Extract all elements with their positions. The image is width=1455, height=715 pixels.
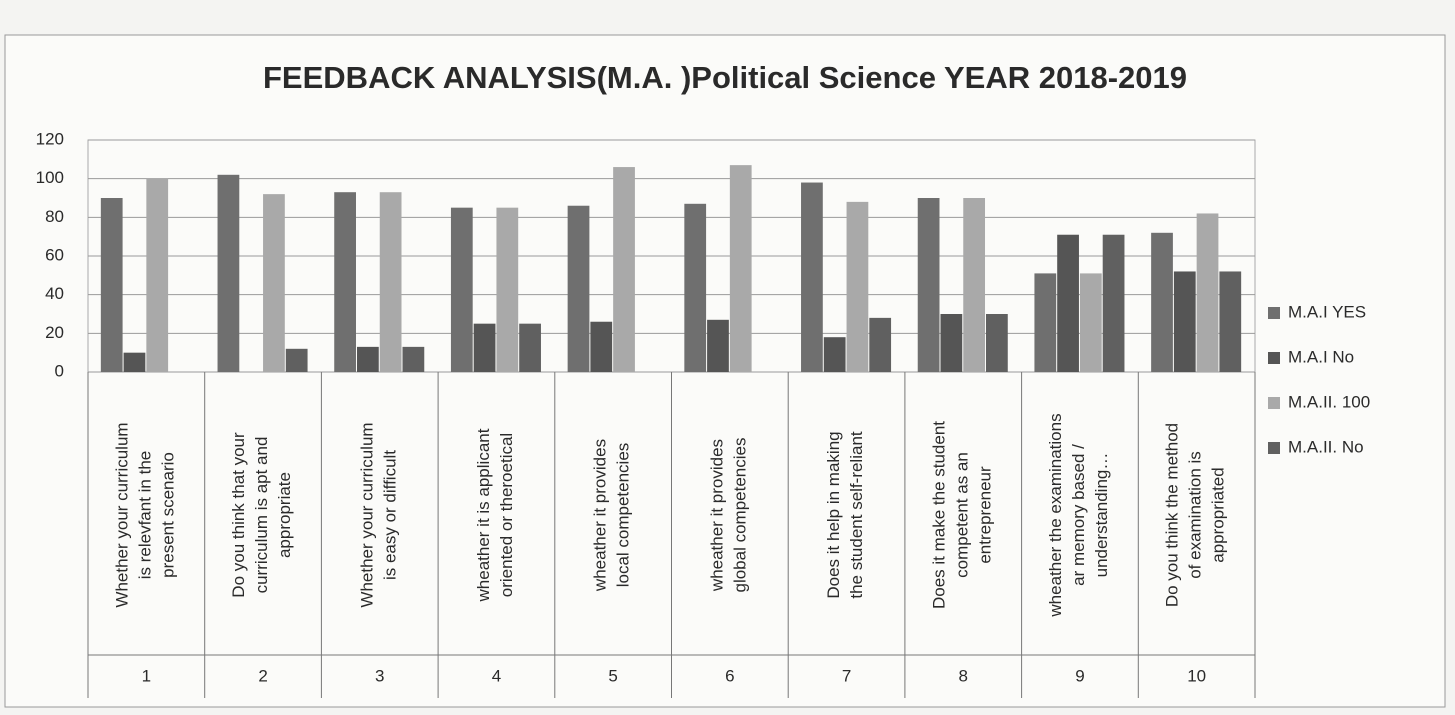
category-group-label: 6 xyxy=(725,666,734,685)
bar xyxy=(263,194,285,372)
x-tick-label: Whether your curriculum is relevfant in t… xyxy=(113,422,178,607)
bar xyxy=(801,182,823,372)
x-tick-label: Does it help in making the student self-r… xyxy=(825,431,867,599)
bar xyxy=(846,201,869,372)
bar xyxy=(707,319,729,372)
legend-label: M.A.II. 100 xyxy=(1288,392,1370,411)
x-tick-label: Whether your curriculum is easy or diffic… xyxy=(358,422,400,607)
bar xyxy=(1057,234,1079,372)
bar xyxy=(590,321,613,372)
y-tick-label: 0 xyxy=(55,361,64,380)
legend-swatch xyxy=(1268,397,1280,409)
legend-swatch xyxy=(1268,442,1280,454)
x-tick-label: wheather it is applicant oriented or ther… xyxy=(474,428,516,602)
bar xyxy=(963,198,986,372)
bar xyxy=(1196,213,1219,372)
bar xyxy=(123,352,146,372)
legend-label: M.A.II. No xyxy=(1288,437,1364,456)
y-tick-label: 60 xyxy=(45,245,64,264)
x-tick-label: Do you think the method of examination is… xyxy=(1163,423,1228,607)
bar xyxy=(729,165,752,372)
bar xyxy=(1079,273,1102,372)
bar xyxy=(1102,234,1125,372)
bar xyxy=(146,178,169,372)
legend-label: M.A.I YES xyxy=(1288,302,1366,321)
bar xyxy=(379,192,402,372)
category-group-label: 1 xyxy=(142,666,151,685)
bar xyxy=(356,346,379,372)
bar xyxy=(823,337,846,372)
bar xyxy=(917,198,940,372)
y-tick-label: 100 xyxy=(36,168,64,187)
bar xyxy=(217,174,240,372)
bar xyxy=(496,207,519,372)
bar xyxy=(567,205,590,372)
category-group-label: 8 xyxy=(959,666,968,685)
category-group-label: 9 xyxy=(1075,666,1084,685)
x-tick-label: wheather it provides local competencies xyxy=(591,439,633,592)
legend-swatch xyxy=(1268,307,1280,319)
chart-title: FEEDBACK ANALYSIS(M.A. )Political Scienc… xyxy=(263,60,1187,95)
y-tick-label: 40 xyxy=(45,284,64,303)
bar xyxy=(402,346,425,372)
y-tick-label: 20 xyxy=(45,323,64,342)
category-group-label: 5 xyxy=(608,666,617,685)
bar xyxy=(285,348,308,372)
category-group-label: 10 xyxy=(1187,666,1206,685)
x-tick-label: wheather the examinations ar memory based… xyxy=(1046,413,1111,617)
x-tick-label: Does it make the student competent as an e… xyxy=(930,421,995,609)
x-tick-label: Do you think that your curriculum is apt … xyxy=(230,432,295,598)
category-group-label: 2 xyxy=(258,666,267,685)
bar xyxy=(869,317,892,372)
bar xyxy=(1151,232,1173,372)
bar xyxy=(684,203,707,372)
y-tick-label: 120 xyxy=(36,129,64,148)
bar xyxy=(1173,271,1196,372)
legend-swatch xyxy=(1268,352,1280,364)
bar xyxy=(100,198,123,372)
bar xyxy=(334,192,356,372)
bar xyxy=(519,323,541,372)
bar xyxy=(986,314,1008,372)
x-tick-label: wheather it provides global competencies xyxy=(708,438,750,593)
bar xyxy=(1219,271,1242,372)
category-group-label: 4 xyxy=(492,666,501,685)
bar xyxy=(1034,273,1057,372)
y-tick-label: 80 xyxy=(45,207,64,226)
bar xyxy=(940,314,963,372)
legend-label: M.A.I No xyxy=(1288,347,1354,366)
category-group-label: 3 xyxy=(375,666,384,685)
category-group-label: 7 xyxy=(842,666,851,685)
bar xyxy=(450,207,473,372)
bar xyxy=(473,323,496,372)
bar xyxy=(613,167,635,372)
